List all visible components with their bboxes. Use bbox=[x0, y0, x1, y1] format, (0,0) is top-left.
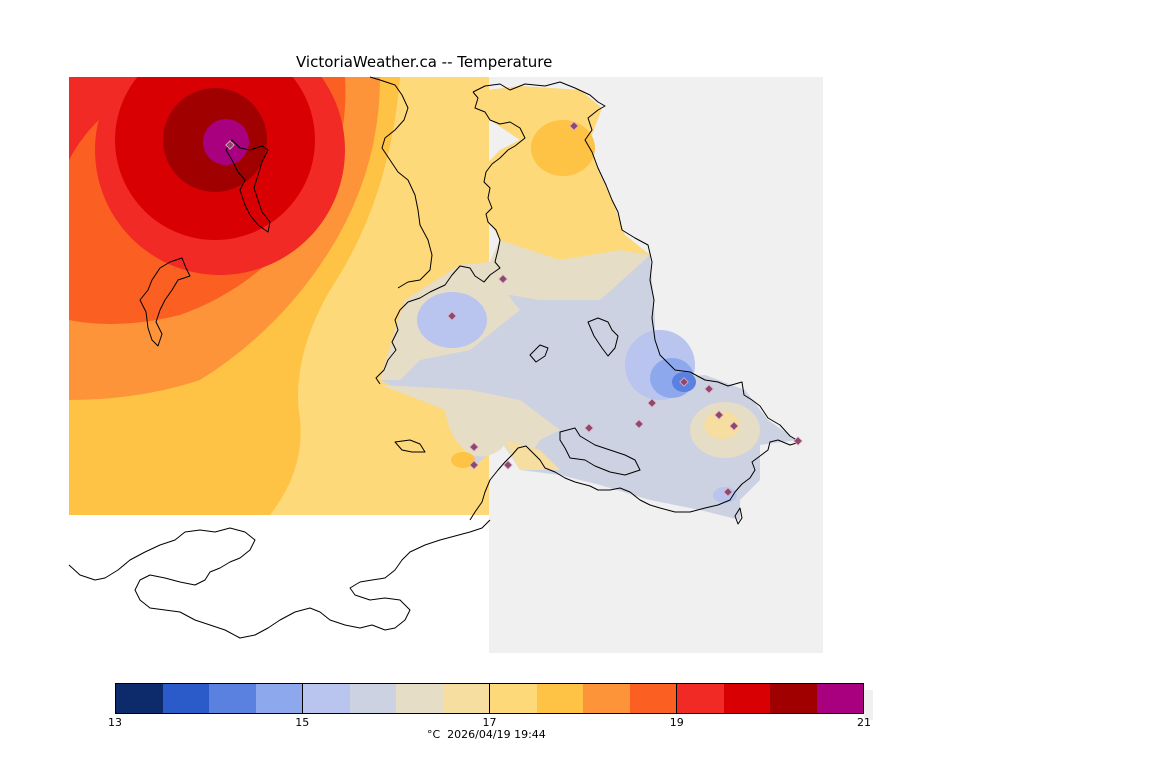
colorbar-legend bbox=[115, 683, 864, 714]
station-marker[interactable] bbox=[729, 421, 739, 431]
station-marker[interactable] bbox=[503, 460, 513, 470]
colorbar-tick-label: 17 bbox=[482, 716, 497, 729]
colorbar-swatch bbox=[816, 684, 863, 713]
colorbar-swatch bbox=[255, 684, 303, 713]
colorbar-swatch bbox=[442, 684, 490, 713]
colorbar-swatch bbox=[583, 684, 630, 713]
colorbar-swatch bbox=[209, 684, 256, 713]
station-marker[interactable] bbox=[447, 311, 457, 321]
colorbar-tick-label: 19 bbox=[669, 716, 684, 729]
station-marker[interactable] bbox=[679, 377, 689, 387]
station-marker[interactable] bbox=[498, 274, 508, 284]
colorbar-swatch bbox=[490, 684, 537, 713]
colorbar-swatch bbox=[162, 684, 209, 713]
colorbar-swatch bbox=[770, 684, 817, 713]
station-marker[interactable] bbox=[793, 436, 803, 446]
map-title: VictoriaWeather.ca -- Temperature bbox=[296, 53, 553, 71]
no-data-area bbox=[69, 515, 489, 653]
colorbar-ticks: 13 15 17 19 21 bbox=[108, 716, 871, 729]
colorbar-swatch bbox=[396, 684, 443, 713]
station-marker[interactable] bbox=[469, 442, 479, 452]
colorbar-tick-label: 13 bbox=[108, 716, 122, 729]
station-marker[interactable] bbox=[469, 460, 479, 470]
colorbar-swatch bbox=[116, 684, 163, 713]
station-marker[interactable] bbox=[714, 410, 724, 420]
station-marker[interactable] bbox=[584, 423, 594, 433]
station-marker[interactable] bbox=[634, 419, 644, 429]
colorbar-swatch bbox=[677, 684, 724, 713]
colorbar-tick-label: 21 bbox=[857, 716, 871, 729]
colorbar-swatch bbox=[303, 684, 350, 713]
station-marker[interactable] bbox=[569, 121, 579, 131]
colorbar-tick-label: 15 bbox=[295, 716, 310, 729]
colorbar-swatch bbox=[349, 684, 396, 713]
station-markers[interactable] bbox=[225, 121, 803, 497]
colorbar bbox=[115, 683, 864, 714]
colorbar-swatch bbox=[629, 684, 677, 713]
colorbar-shadow bbox=[864, 690, 873, 720]
station-marker[interactable] bbox=[647, 398, 657, 408]
station-marker[interactable] bbox=[723, 487, 733, 497]
station-marker[interactable] bbox=[704, 384, 714, 394]
units-timestamp: °C 2026/04/19 19:44 bbox=[427, 728, 546, 741]
temperature-field-west bbox=[69, 77, 489, 515]
station-marker[interactable] bbox=[225, 140, 235, 150]
temperature-field-east bbox=[380, 86, 797, 520]
coastlines bbox=[68, 76, 801, 639]
colorbar-swatch bbox=[536, 684, 583, 713]
colorbar-swatch bbox=[723, 684, 770, 713]
